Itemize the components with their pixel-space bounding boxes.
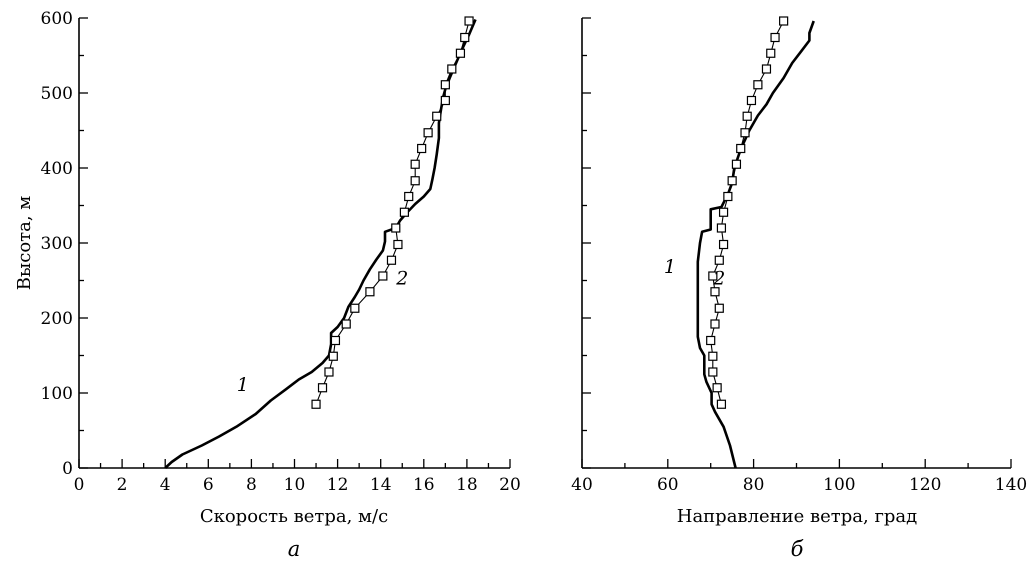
panel-a-curve-label-2: 2 xyxy=(395,267,408,289)
panel-a-x-tick-label: 20 xyxy=(499,475,521,495)
panel-b-series-2-marker xyxy=(718,239,729,250)
panel-a-series-2-marker xyxy=(460,32,470,43)
panel-b-series-2-marker xyxy=(708,367,718,377)
panel-a-series-2-marker xyxy=(404,191,414,202)
panel-a-y-tick-label: 200 xyxy=(41,309,73,329)
panel-a-y-tick-label: 100 xyxy=(41,384,73,404)
panel-a-series-2-marker xyxy=(391,223,401,233)
panel-b-series-2-marker xyxy=(753,80,763,90)
panel-a-series-2-marker xyxy=(417,143,427,154)
panel-a-series-2-marker xyxy=(447,64,457,74)
panel-a-ylabel: Высота, м xyxy=(14,196,35,291)
panel-b-series-2-marker xyxy=(731,159,742,169)
panel-b-series-2-marker xyxy=(718,207,729,217)
panel-b-series-2-marker xyxy=(714,303,724,313)
panel-b: 40 60 80 100 120 140 1 2 Направление ветра, гр… xyxy=(571,16,1027,561)
panel-b-xlabel: Направление ветра, град xyxy=(677,506,917,527)
panel-a-x-tick-label: 12 xyxy=(327,475,349,495)
panel-b-series-2-marker xyxy=(712,383,722,393)
panel-a-series-2-marker xyxy=(455,48,466,58)
panel-b-series-1-line xyxy=(696,20,815,469)
panel-b-series-2-marker xyxy=(761,64,772,74)
panel-a-series-2-marker xyxy=(410,159,420,169)
panel-a-series-2-marker xyxy=(350,303,360,313)
panel-a-x-tick-label: 18 xyxy=(456,475,478,495)
panel-a-series-2-marker xyxy=(423,128,433,138)
panel-a-x-tick-label: 16 xyxy=(413,475,435,495)
panel-a-y-tick-label: 400 xyxy=(41,159,73,179)
panel-b-series-2-marker xyxy=(723,191,733,202)
panel-b-series-2-marker xyxy=(766,48,776,58)
panel-a-y-tick-label: 600 xyxy=(41,9,73,29)
panel-a-series-2-marker xyxy=(324,367,334,377)
panel-b-curve-label-2: 2 xyxy=(712,267,725,289)
panel-a-x-tick-label: 4 xyxy=(160,475,171,495)
panel-a-y-tick-label: 0 xyxy=(62,459,73,479)
panel-a-series-2-marker xyxy=(328,351,338,361)
panel-a-series-2-marker xyxy=(410,176,420,186)
panel-a-y-tick-label: 300 xyxy=(41,234,73,254)
panel-b-subtitle: б xyxy=(791,537,804,561)
panel-b-series-2-marker xyxy=(779,16,789,26)
panel-a-x-tick-label: 2 xyxy=(117,475,128,495)
panel-b-series-2-marker xyxy=(770,32,780,43)
panel-a-series-2-marker xyxy=(393,239,403,250)
panel-b-x-tick-label: 140 xyxy=(995,475,1027,495)
panel-b-series-2-marker xyxy=(740,128,750,138)
panel-a-curve-label-1: 1 xyxy=(237,374,249,396)
panel-a-series-2-marker xyxy=(440,95,450,106)
panel-b-series-2-marker xyxy=(727,176,737,186)
panel-a-subtitle: а xyxy=(288,537,301,561)
panel-a-x-tick-label: 14 xyxy=(370,475,392,495)
panel-a-series-2-marker xyxy=(365,287,375,297)
panel-a-series-2-marker xyxy=(464,16,474,26)
panel-b-series-2-marker xyxy=(708,271,718,281)
panel-b-series-2-marker xyxy=(706,335,716,346)
panel-a-series-2-marker xyxy=(440,80,450,90)
panel-a-series-2-marker xyxy=(378,271,388,281)
panel-a-xlabel: Скорость ветра, м/с xyxy=(200,506,388,527)
panel-a-x-tick-label: 10 xyxy=(284,475,306,495)
panel-b-series-2-marker xyxy=(714,255,724,265)
panel-a-x-tick-label: 6 xyxy=(203,475,214,495)
panel-b-x-tick-label: 60 xyxy=(657,475,679,495)
panel-a-series-2-marker xyxy=(386,255,397,265)
panel-a-series-2-marker xyxy=(330,335,341,346)
panel-b-series-2-marker xyxy=(708,351,718,361)
panel-b-series-2-marker xyxy=(716,223,727,233)
panel-a-series-2-marker xyxy=(399,207,410,217)
panel-b-series-2-marker xyxy=(710,319,720,329)
panel-b-series-2-marker xyxy=(742,111,752,121)
panel-a-x-tick-label: 8 xyxy=(246,475,257,495)
panel-b-x-tick-label: 40 xyxy=(571,475,593,495)
panel-b-series-2-marker xyxy=(716,399,727,409)
panel-a-series-2-marker xyxy=(311,399,321,409)
panel-a-series-2-line xyxy=(315,20,470,405)
panel-a-series-2-marker xyxy=(317,383,328,393)
panel-b-curve-label-1: 1 xyxy=(664,256,676,278)
panel-a-x-tick-label: 0 xyxy=(74,475,85,495)
panel-b-series-2-marker xyxy=(710,287,720,297)
panel-b-x-tick-label: 80 xyxy=(743,475,765,495)
panel-b-x-tick-label: 100 xyxy=(823,475,855,495)
panel-b-series-2-marker xyxy=(736,143,746,154)
panel-a-series-2-marker xyxy=(432,111,442,121)
panel-a-y-tick-label: 500 xyxy=(41,84,73,104)
panel-b-x-tick-label: 120 xyxy=(909,475,941,495)
panel-a-series-2-marker xyxy=(341,319,351,329)
panel-b-series-2-marker xyxy=(746,95,757,106)
